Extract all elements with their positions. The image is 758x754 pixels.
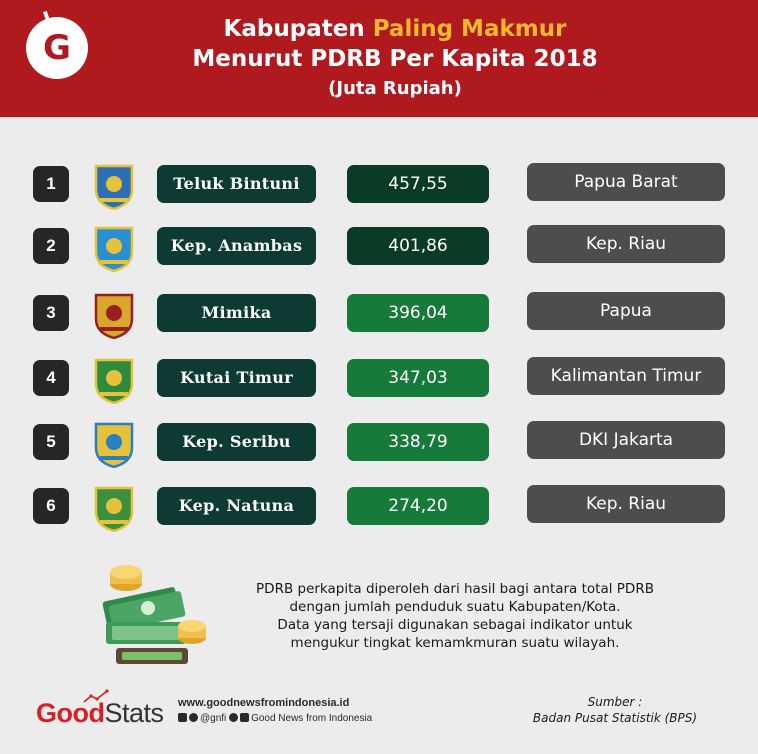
regency-name: Mimika <box>157 294 316 332</box>
province-name: Kep. Riau <box>527 485 725 523</box>
regional-crest-icon <box>92 289 136 339</box>
table-row: 4 Kutai Timur 347,03 Kalimantan Timur <box>0 354 758 406</box>
regency-name: Kutai Timur <box>157 359 316 397</box>
goodstats-logo: GoodStats <box>36 698 164 729</box>
pdrb-value: 338,79 <box>347 423 489 461</box>
rank-badge: 6 <box>33 488 69 524</box>
pdrb-value: 347,03 <box>347 359 489 397</box>
title-part1: Kabupaten <box>223 16 373 42</box>
source-value: Badan Pusat Statistik (BPS) <box>532 711 698 725</box>
twitter-icon <box>189 713 198 722</box>
table-row: 1 Teluk Bintuni 457,55 Papua Barat <box>0 160 758 212</box>
province-name: Kep. Riau <box>527 225 725 263</box>
facebook-icon <box>229 713 239 722</box>
note-line: dengan jumlah penduduk suatu Kabupaten/K… <box>289 599 621 615</box>
regency-name: Kep. Natuna <box>157 487 316 525</box>
province-name: Papua Barat <box>527 163 725 201</box>
note-line: Data yang tersaji digunakan sebagai indi… <box>277 617 633 633</box>
regional-crest-icon <box>92 418 136 468</box>
regency-name: Kep. Anambas <box>157 227 316 265</box>
regional-crest-icon <box>92 354 136 404</box>
source-credit: Sumber : Badan Pusat Statistik (BPS) <box>520 694 710 726</box>
pdrb-value: 457,55 <box>347 165 489 203</box>
unit-label: (Juta Rupiah) <box>328 78 462 99</box>
social-name: Good News from Indonesia <box>251 713 373 724</box>
rank-badge: 2 <box>33 228 69 264</box>
table-row: 5 Kep. Seribu 338,79 DKI Jakarta <box>0 418 758 470</box>
page-subtitle: Menurut PDRB Per Kapita 2018 <box>192 46 598 72</box>
explanatory-note: PDRB perkapita diperoleh dari hasil bagi… <box>215 580 695 652</box>
rank-badge: 4 <box>33 360 69 396</box>
pdrb-value: 396,04 <box>347 294 489 332</box>
table-row: 3 Mimika 396,04 Papua <box>0 289 758 341</box>
money-stack-icon <box>102 565 206 664</box>
brand-good: Good <box>36 698 105 728</box>
header-banner: G Kabupaten Paling Makmur Menurut PDRB P… <box>0 0 758 117</box>
brand-chart-icon <box>83 689 109 703</box>
regional-crest-icon <box>92 482 136 532</box>
province-name: Kalimantan Timur <box>527 357 725 395</box>
pdrb-value: 274,20 <box>347 487 489 525</box>
table-row: 6 Kep. Natuna 274,20 Kep. Riau <box>0 482 758 534</box>
rank-badge: 5 <box>33 424 69 460</box>
source-label: Sumber : <box>587 695 643 709</box>
instagram-icon <box>178 713 187 722</box>
regional-crest-icon <box>92 160 136 210</box>
note-line: mengukur tingkat kemamkmuran suatu wilay… <box>290 635 620 651</box>
province-name: Papua <box>527 292 725 330</box>
gnfi-logo-icon: G <box>26 17 88 79</box>
table-row: 2 Kep. Anambas 401,86 Kep. Riau <box>0 222 758 274</box>
pdrb-value: 401,86 <box>347 227 489 265</box>
regency-name: Kep. Seribu <box>157 423 316 461</box>
page-title: Kabupaten Paling Makmur <box>160 16 630 42</box>
social-links: @gnfi Good News from Indonesia <box>178 713 372 724</box>
website-url: www.goodnewsfromindonesia.id <box>178 697 350 709</box>
regency-name: Teluk Bintuni <box>157 165 316 203</box>
youtube-icon <box>240 713 250 722</box>
social-handle: @gnfi <box>200 713 227 724</box>
brand-stats: Stats <box>104 698 164 728</box>
province-name: DKI Jakarta <box>527 421 725 459</box>
rank-badge: 1 <box>33 166 69 202</box>
note-line: PDRB perkapita diperoleh dari hasil bagi… <box>256 581 654 597</box>
rank-badge: 3 <box>33 295 69 331</box>
regional-crest-icon <box>92 222 136 272</box>
title-highlight: Paling Makmur <box>372 16 567 42</box>
